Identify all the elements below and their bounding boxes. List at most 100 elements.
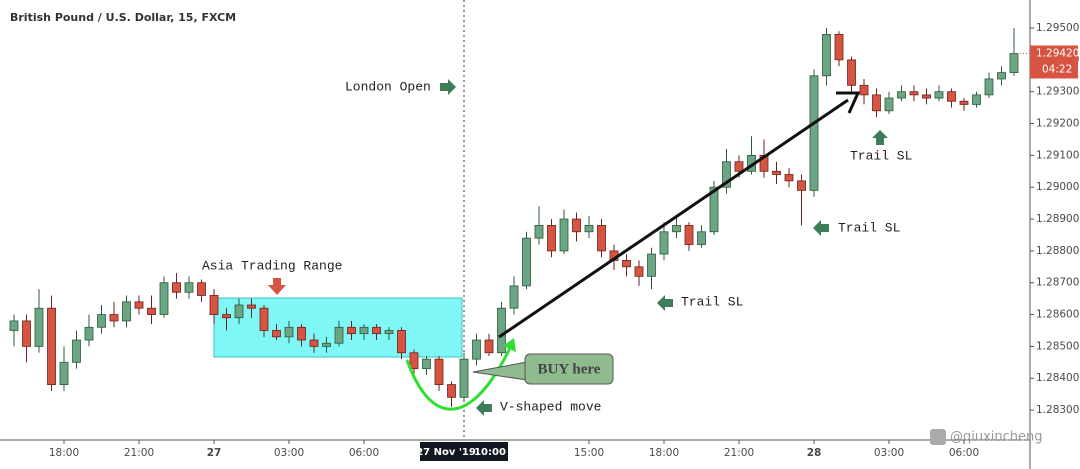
candle-body — [184, 282, 194, 293]
watermark: @qiuxincheng — [950, 430, 1043, 445]
price-tag-label: 1.29420 — [1036, 47, 1079, 59]
candle-body — [409, 352, 419, 370]
candle-body — [859, 84, 869, 96]
candle-body — [572, 218, 581, 233]
candle-body — [947, 91, 956, 102]
candle-body — [647, 253, 656, 277]
candle-body — [134, 301, 144, 309]
arrow — [872, 130, 888, 145]
candle-body — [722, 161, 731, 188]
candle-body — [497, 307, 506, 354]
candle-body — [1009, 53, 1019, 73]
candle-body — [384, 330, 394, 335]
arrow — [476, 400, 492, 416]
arrow — [268, 278, 286, 295]
candle-body — [934, 91, 944, 99]
candle-body — [584, 225, 594, 233]
candle-body — [222, 314, 231, 319]
candle-body — [597, 225, 606, 252]
y-tick-label: 1.29100 — [1036, 149, 1079, 161]
candle-body — [334, 326, 344, 344]
y-tick-label: 1.28900 — [1036, 213, 1079, 225]
candle-body — [822, 33, 831, 77]
candle-body — [72, 339, 81, 363]
candle-body — [784, 174, 794, 182]
candle-body — [447, 384, 456, 398]
x-tick-label: 21:00 — [124, 447, 154, 459]
candle-body — [322, 342, 331, 347]
y-tick-label: 1.29200 — [1036, 118, 1079, 130]
annotation: Asia Trading Range — [202, 258, 342, 273]
candle-body — [172, 282, 181, 293]
arrow — [813, 220, 829, 236]
y-tick-label: 1.28600 — [1036, 309, 1079, 321]
candle-body — [84, 326, 94, 341]
candle-body — [522, 237, 531, 287]
price-tag — [1030, 45, 1078, 79]
y-tick-label: 1.28700 — [1036, 277, 1079, 289]
countdown: 04:22 — [1042, 63, 1072, 75]
candle-body — [659, 231, 669, 255]
annotation: Trail SL — [838, 220, 900, 235]
candle-body — [247, 304, 256, 309]
y-tick-label: 1.28400 — [1036, 372, 1079, 384]
candle-body — [734, 161, 744, 172]
candle-body — [209, 295, 219, 315]
x-tick-label: 06:00 — [349, 447, 379, 459]
annotation: Trail SL — [850, 148, 912, 163]
y-tick-label: 1.29300 — [1036, 86, 1079, 98]
candle-body — [697, 231, 706, 245]
candle-body — [434, 358, 444, 386]
candle-body — [972, 94, 981, 105]
x-tick-label: 21:00 — [724, 447, 754, 459]
y-tick-label: 1.28500 — [1036, 340, 1079, 352]
candle-body — [109, 314, 119, 322]
candle-body — [797, 180, 806, 191]
candle-body — [709, 186, 719, 233]
candle-body — [834, 33, 844, 61]
arrow — [503, 338, 516, 352]
callout-box — [524, 353, 614, 385]
arrow-head — [836, 91, 861, 114]
candle-body — [297, 326, 306, 341]
candle-body — [272, 330, 281, 338]
candle-body — [559, 218, 569, 252]
candle-body — [622, 260, 631, 268]
annotation: Trail SL — [681, 294, 743, 309]
crosshair-date: 27 Nov '19 — [416, 447, 476, 458]
candle-body — [97, 314, 106, 328]
annotation: London Open — [345, 79, 431, 94]
annotation: BUY here — [538, 361, 601, 377]
chart-title: British Pound / U.S. Dollar, 15, FXCM — [10, 11, 236, 24]
candle-body — [484, 339, 494, 354]
candle-body — [372, 326, 381, 335]
candle-body — [309, 339, 319, 347]
x-tick-label: 03:00 — [874, 447, 904, 459]
x-tick-label: 06:00 — [949, 447, 979, 459]
crosshair-time: 10:00 — [474, 447, 506, 458]
candle-body — [547, 225, 556, 252]
x-tick-label: 03:00 — [274, 447, 304, 459]
candle-body — [897, 91, 906, 99]
candle-body — [197, 282, 206, 296]
x-tick-label: 18:00 — [649, 447, 679, 459]
y-tick-label: 1.29500 — [1036, 22, 1079, 34]
candle-body — [9, 320, 19, 331]
candle-body — [847, 59, 856, 86]
candle-body — [672, 225, 681, 233]
candle-body — [909, 91, 919, 96]
candle-body — [34, 307, 44, 347]
candle-body — [347, 326, 356, 335]
candle-body — [509, 285, 519, 309]
crosshair-label-box — [420, 442, 508, 461]
candle-body — [959, 100, 969, 105]
candle-body — [147, 307, 156, 315]
candle-body — [397, 330, 406, 354]
annotation: V-shaped move — [500, 399, 601, 414]
candle-body — [359, 326, 369, 335]
candle-body — [22, 320, 31, 347]
watermark-logo — [930, 429, 946, 445]
y-tick-label: 1.29000 — [1036, 181, 1079, 193]
trend-arrow — [498, 98, 849, 339]
